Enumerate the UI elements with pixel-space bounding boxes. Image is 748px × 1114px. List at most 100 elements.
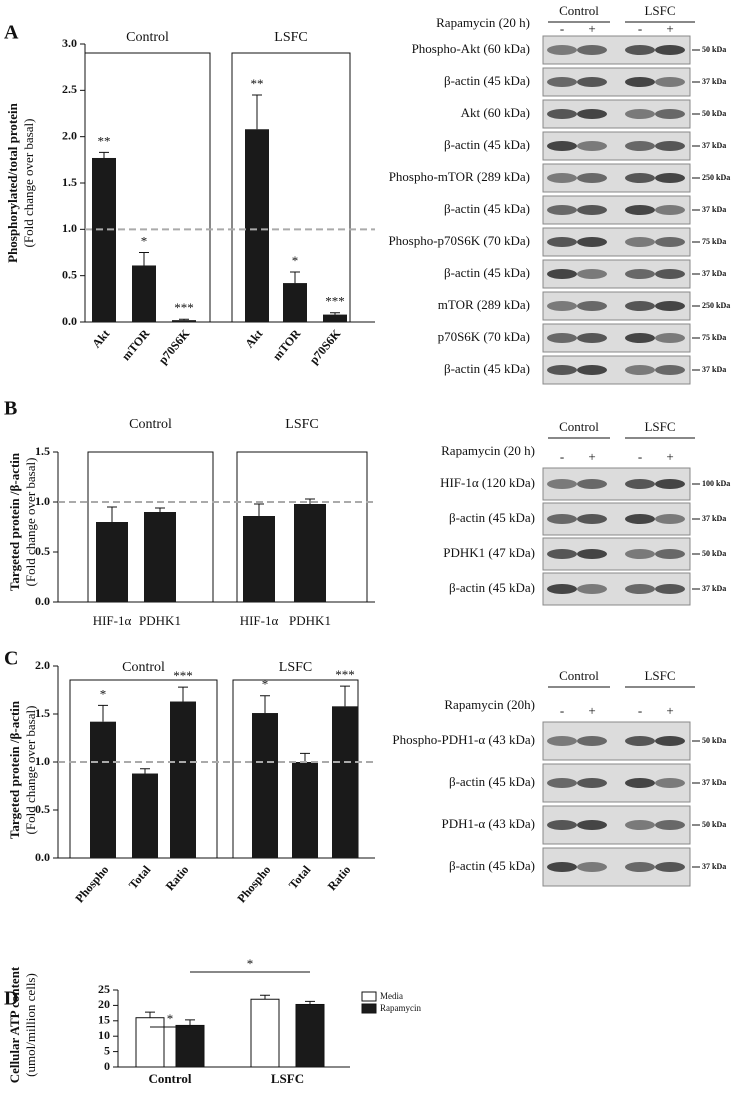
x-tick-label: mTOR (119, 326, 153, 363)
bar (96, 522, 128, 602)
group-title: LSFC (285, 417, 318, 432)
lane-label: - (560, 703, 564, 718)
blot-band (655, 736, 685, 746)
blot-row-label: Akt (60 kDa) (461, 105, 530, 120)
bar (132, 773, 158, 858)
blot-group: LSFC (644, 668, 675, 683)
lane-label: + (666, 703, 673, 718)
panel-label: C (4, 648, 18, 670)
y-tick-label: 1.5 (35, 444, 50, 458)
legend-swatch (361, 1003, 377, 1014)
blot-row-label: Phospho-PDH1-α (43 kDa) (392, 732, 535, 747)
blot-band (625, 778, 655, 788)
bar (170, 701, 196, 858)
lane-label: + (666, 449, 673, 464)
blot-band (655, 365, 685, 375)
y-tick-label: 25 (98, 982, 110, 996)
legend-swatch (361, 991, 377, 1002)
y-axis-label: (Fold change over basal) (23, 458, 38, 587)
significance: * (262, 677, 269, 692)
group-title: LSFC (279, 660, 312, 675)
error-bar (107, 506, 117, 522)
y-tick-label: 20 (98, 997, 110, 1011)
blot-band (625, 514, 655, 524)
x-tick-label: Phospho (72, 863, 111, 906)
blot-band (625, 549, 655, 559)
blot-band (577, 109, 607, 119)
x-tick-label: Ratio (163, 863, 192, 893)
panel-label: B (4, 398, 17, 420)
blot-band (577, 173, 607, 183)
y-axis-label: Phosphorylated/total protein (5, 102, 20, 263)
bar (292, 762, 318, 858)
size-marker: 37 kDa (702, 205, 726, 214)
y-tick-label: 0.5 (62, 267, 77, 281)
blot-row-label: β-actin (45 kDa) (449, 774, 535, 789)
blot-band (625, 173, 655, 183)
size-marker: 37 kDa (702, 365, 726, 374)
blot-band (577, 333, 607, 343)
lane-label: - (638, 449, 642, 464)
x-tick-label: Akt (89, 327, 112, 351)
size-marker: 75 kDa (702, 333, 726, 342)
blot-band (577, 301, 607, 311)
size-marker: 50 kDa (702, 109, 726, 118)
blot-band (577, 237, 607, 247)
blot-band (655, 237, 685, 247)
blot-row-label: β-actin (45 kDa) (444, 361, 530, 376)
x-tick-label: mTOR (270, 326, 304, 363)
error-bar (300, 752, 310, 762)
blot-group: LSFC (644, 3, 675, 18)
y-tick-label: 2.0 (62, 128, 77, 142)
legend-label: Rapamycin (380, 1003, 421, 1013)
blot-band (625, 584, 655, 594)
blot-image (542, 323, 691, 353)
blot-row-label: mTOR (289 kDa) (438, 297, 530, 312)
group-title: Control (126, 30, 169, 45)
y-axis-label: Cellular ATP content (7, 966, 22, 1083)
size-marker: 37 kDa (702, 778, 726, 787)
lane-label: - (560, 21, 564, 36)
blot-band (577, 479, 607, 489)
significance: * (141, 233, 148, 248)
lane-label: + (588, 703, 595, 718)
lane-label: + (588, 21, 595, 36)
y-tick-label: 2.0 (35, 658, 50, 672)
blot-band (625, 736, 655, 746)
bar (250, 998, 280, 1068)
y-axis-label: (umol/million cells) (23, 973, 38, 1077)
panel-label: A (4, 22, 19, 44)
blot-band (655, 301, 685, 311)
group-title: Control (129, 417, 172, 432)
x-tick-label: Total (286, 862, 314, 892)
blot-band (547, 479, 577, 489)
lane-label: + (588, 449, 595, 464)
y-axis-label: (Fold change over basal) (21, 119, 36, 248)
bar (323, 314, 347, 322)
significance: * (167, 1011, 174, 1026)
y-tick-label: 0 (104, 1059, 110, 1073)
y-tick-label: 1.0 (35, 754, 50, 768)
size-marker: 37 kDa (702, 269, 726, 278)
error-bar (185, 1019, 195, 1026)
blot-band (577, 778, 607, 788)
blot-band (625, 237, 655, 247)
bar (92, 157, 116, 322)
blot-band (547, 173, 577, 183)
y-tick-label: 15 (98, 1013, 110, 1027)
x-tick-label: p70S6K (156, 326, 193, 367)
bar (132, 265, 156, 322)
blot-row-label: PDHK1 (47 kDa) (443, 545, 535, 560)
blot-band (655, 333, 685, 343)
blot-band (547, 301, 577, 311)
bar (135, 1017, 165, 1068)
error-bar (99, 151, 109, 158)
legend-label: Media (380, 991, 403, 1001)
blot-band (547, 365, 577, 375)
bar (175, 1024, 205, 1068)
blot-band (547, 333, 577, 343)
y-tick-label: 5 (104, 1043, 110, 1057)
blot-band (625, 820, 655, 830)
bar (144, 512, 176, 602)
